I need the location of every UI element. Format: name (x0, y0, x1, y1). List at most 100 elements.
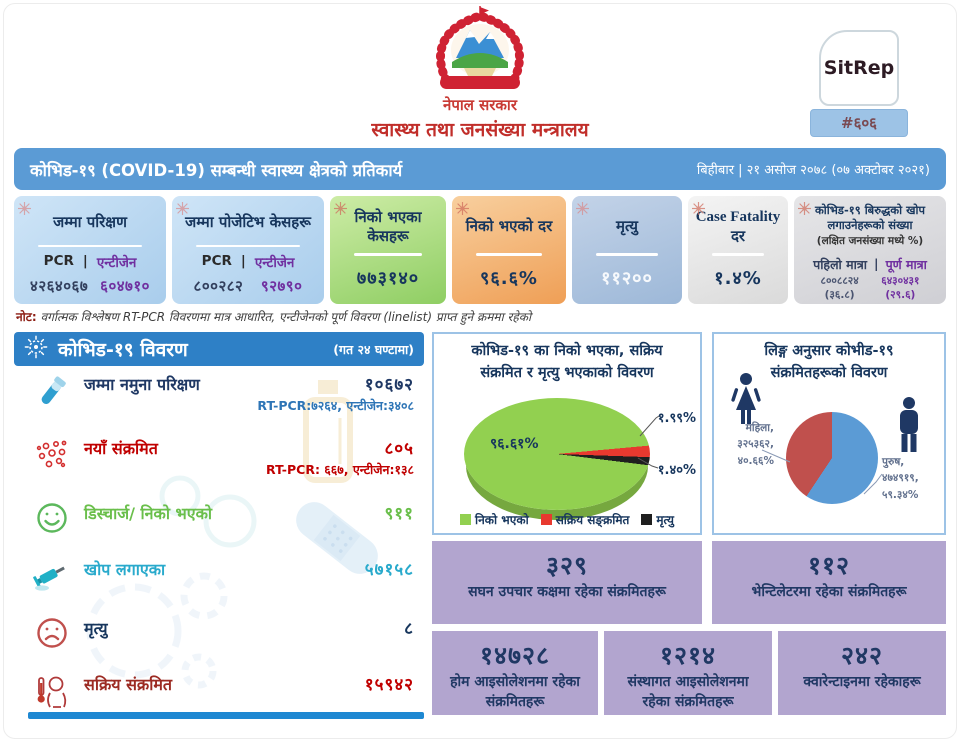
legend-item-death: मृत्यु (641, 511, 674, 528)
virus-flake-icon (334, 200, 347, 219)
virus-flake-icon (798, 200, 811, 219)
virus-flake-icon (576, 200, 589, 219)
stat-box-institutional-isolation: १२१४ संस्थागत आइसोलेशनमा रहेका संक्रमितह… (604, 631, 772, 715)
card-recovery-rate: निको भएको दर ९६.६% (452, 196, 566, 304)
legend-swatch (460, 514, 472, 525)
stat-box-quarantine: २४२ क्वारेन्टाइनमा रहेकाहरू (778, 631, 946, 715)
ministry-name: स्वास्थ्य तथा जनसंख्या मन्त्रालय (371, 119, 589, 141)
divider (354, 253, 422, 256)
male-icon (894, 396, 924, 462)
bandaid-watermark-icon (282, 492, 392, 588)
card-case-fatality: Case Fatality दर १.४% (688, 196, 788, 304)
sitrep-number: #६०६ (810, 109, 908, 137)
footnote-text: वर्गात्मक विश्लेषण RT-PCR विवरणमा मात्र … (40, 310, 532, 324)
legend-swatch (641, 514, 653, 525)
row-label: मृत्यु (84, 618, 108, 638)
card-title-np: दर (730, 227, 746, 245)
divider (196, 244, 300, 247)
stat-value: ११२ (807, 551, 850, 580)
card-vaccination: कोभिड-१९ बिरुद्धको खोप लगाउनेहरूको संख्य… (794, 196, 946, 304)
stat-label: होम आइसोलेशनमा रहेका संक्रमितहरू (450, 674, 580, 710)
row-label: खोप लगाएका (84, 560, 166, 580)
antigen-label: एन्टीजेन (96, 255, 137, 271)
row-value: १५९४२ (364, 674, 414, 695)
card-title: जम्मा परिक्षण (53, 213, 127, 232)
separator: | (873, 255, 879, 271)
gender-pie-title: लिङ्ग अनुसार कोभीड-१९ संक्रमितहरूको विवर… (764, 343, 894, 381)
stat-value: १२१४ (659, 641, 716, 670)
row-value: ८०५ (384, 439, 414, 460)
divider (38, 244, 142, 247)
sitrep-label: SitRep (823, 57, 895, 79)
recovery-pie-panel: कोभिड-१९ का निको भएका, सक्रिय संक्रमित र… (432, 332, 702, 535)
virus-watermark-icon (64, 556, 234, 710)
full-dose-values: ६४३०४३१ (२९.६) (881, 274, 919, 302)
fever-icon (32, 672, 72, 710)
virus-flake-icon (18, 200, 31, 219)
legend-item-recovered: निको भएको (460, 511, 529, 528)
full-dose-percent: (२९.६) (885, 289, 916, 302)
stat-label: भेन्टिलेटरमा रहेका संक्रमितहरू (751, 584, 907, 600)
death-slice-label: १.४०% (657, 463, 696, 478)
pie-legend: निको भएको सक्रिय सङ्क्रमित मृत्यु (434, 511, 700, 528)
dots-watermark-icon (150, 466, 270, 560)
sitrep-card: SitRep (819, 30, 899, 106)
full-dose-count: ६४३०४३१ (881, 274, 920, 287)
government-name: नेपाल सरकार (443, 96, 517, 114)
card-recovered: निको भएका केसहरू ७७३१४० (330, 196, 446, 304)
pcr-value: ८००२८२ (193, 277, 244, 295)
separator: | (82, 253, 88, 269)
footnote: नोट: वर्गात्मक विश्लेषण RT-PCR विवरणमा म… (16, 308, 531, 325)
card-title: कोभिड-१९ बिरुद्धको खोप लगाउनेहरूको संख्य… (814, 203, 926, 232)
pcr-value: ४२६४०६७ (30, 277, 89, 295)
antigen-value: ९२७९० (260, 277, 303, 295)
active-slice-label: १.९९% (657, 411, 696, 426)
footnote-label: नोट: (16, 310, 37, 324)
card-value: ७७३१४० (356, 267, 420, 289)
report-date: बिहीबार | २१ असोज २०७८ (०७ अक्टोबर २०२१) (696, 163, 930, 178)
divider (596, 253, 658, 256)
separator: | (240, 253, 246, 269)
first-dose-count: ८००८८२४ (820, 274, 859, 287)
daily-row-discharged: डिस्चार्ज/ निको भएको ९११ (14, 501, 424, 535)
card-subtitle: (लक्षित जनसंख्या मध्ये %) (816, 234, 924, 247)
gender-pie-chart (786, 412, 878, 504)
row-value: ९११ (384, 503, 414, 524)
pcr-label: PCR (43, 253, 74, 269)
stat-label: संस्थागत आइसोलेशनमा रहेका संक्रमितहरू (627, 674, 749, 710)
daily-panel-header: कोभिड-१९ विवरण (गत २४ घण्टामा) (14, 332, 424, 366)
sitrep-badge: SitRep #६०६ (810, 30, 908, 137)
card-title: जम्मा पोजेटिभ केसहरू (185, 213, 311, 232)
card-title: मृत्यु (615, 217, 639, 236)
antigen-value: ६०४७१० (100, 277, 150, 295)
report-title: कोभिड-१९ (COVID-19) सम्बन्धी स्वास्थ्य क… (30, 160, 403, 180)
first-dose-values: ८००८८२४ (३६.८) (821, 274, 859, 302)
daily-row-new-infected: नयाँ संक्रमित ८०५ RT-PCR: ६६७, एन्टीजेन:… (14, 436, 424, 478)
recovery-pie-title: कोभिड-१९ का निको भएका, सक्रिय संक्रमित र… (471, 343, 663, 381)
row-label: डिस्चार्ज/ निको भएको (84, 503, 213, 523)
row-value: ८ (404, 618, 414, 639)
card-deaths: मृत्यु ११२०० (572, 196, 682, 304)
row-value: १०६७२ (364, 375, 414, 395)
divider (476, 253, 542, 256)
card-title: निको भएको दर (465, 217, 553, 236)
row-value: ५७१५८ (364, 560, 414, 581)
virus-icon (24, 335, 48, 363)
legend-item-active: सक्रिय सङ्क्रमित (540, 511, 629, 528)
syringe-icon (32, 557, 72, 593)
test-tube-icon (32, 372, 72, 412)
nepal-govt-emblem-icon (432, 6, 528, 94)
bottle-watermark-icon (296, 378, 360, 490)
virus-flake-icon (176, 200, 189, 219)
card-value: ११२०० (601, 267, 653, 289)
stat-label: क्वारेन्टाइनमा रहेकाहरू (803, 674, 921, 690)
divider (712, 253, 764, 256)
virus-flake-icon (456, 200, 469, 219)
row-breakdown: RT-PCR: ६६७, एन्टीजेन:१३८ (266, 462, 414, 478)
male-slice-label: पुरुष, ४७४९१९, ५९.३४% (882, 456, 919, 501)
row-label: जम्मा नमुना परिक्षण (84, 375, 200, 394)
bottom-accent-bar (28, 712, 424, 719)
card-title-en: Case Fatality (695, 208, 781, 225)
daily-panel-title: कोभिड-१९ विवरण (58, 339, 188, 361)
title-bar: कोभिड-१९ (COVID-19) सम्बन्धी स्वास्थ्य क… (14, 148, 946, 190)
